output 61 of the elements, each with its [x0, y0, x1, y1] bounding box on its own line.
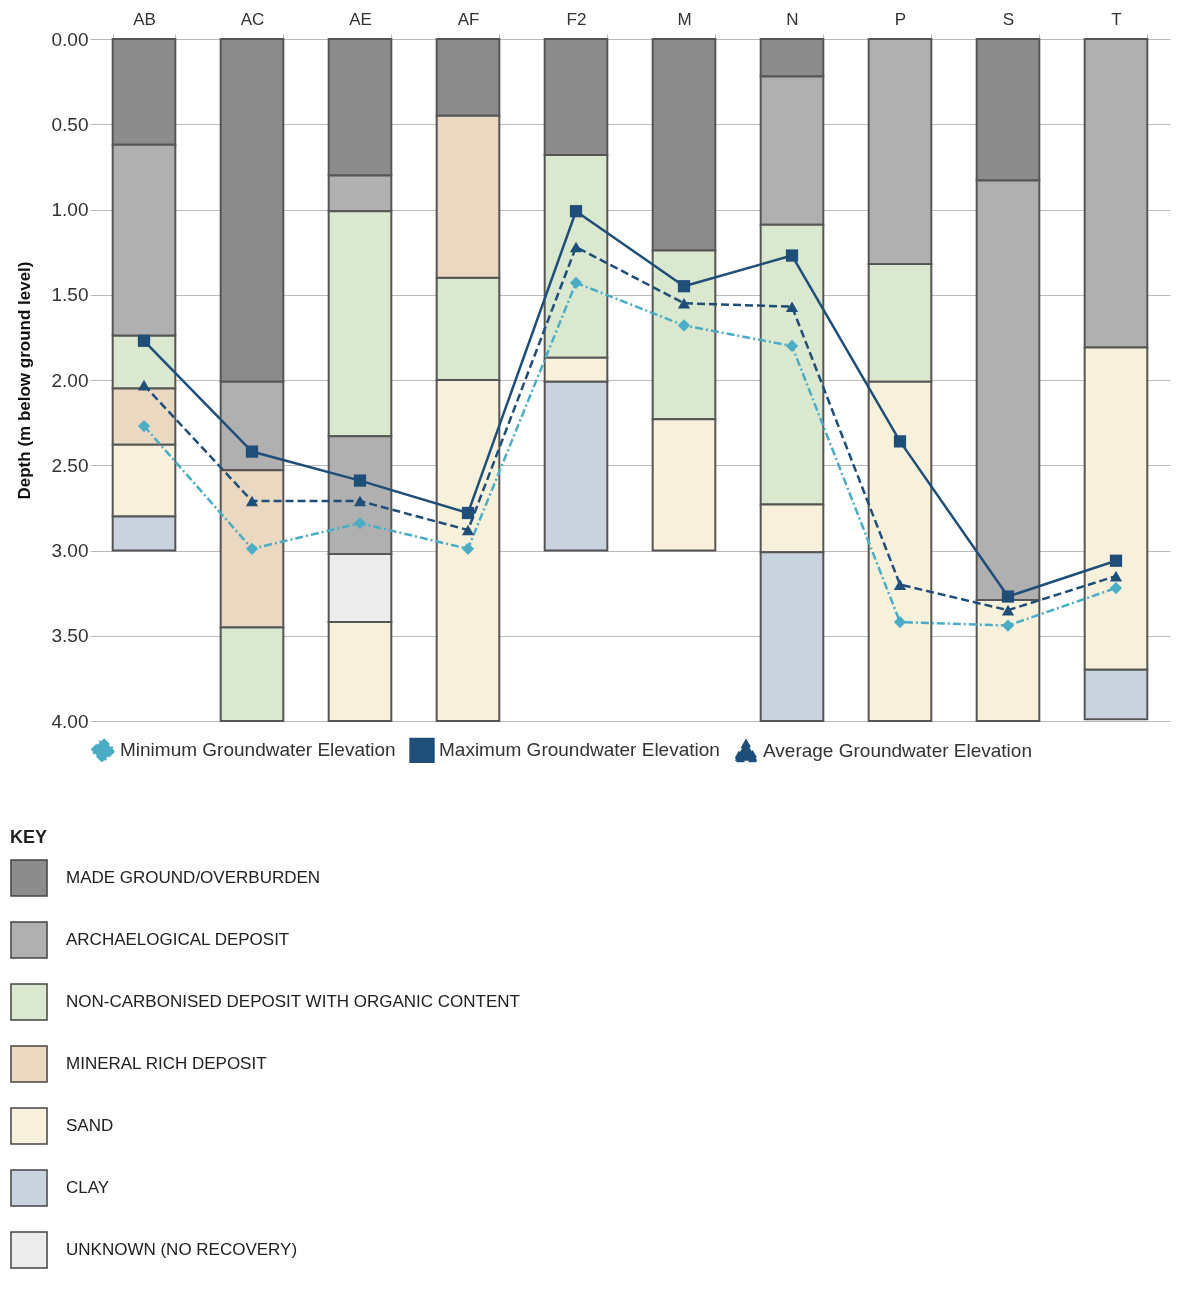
- x-tick-label: N: [786, 9, 799, 29]
- point: [137, 419, 151, 433]
- point: [569, 205, 583, 218]
- point: [677, 319, 691, 332]
- point: [677, 297, 691, 309]
- point: [461, 506, 475, 520]
- legend-label: ARCHAELOGICAL DEPOSIT: [66, 930, 290, 949]
- y-tick-label: 2.50: [51, 454, 89, 476]
- point: [1001, 619, 1015, 632]
- legend-title: KEY: [10, 827, 48, 847]
- x-tick-label: F2: [566, 9, 587, 29]
- x-tick-label: AE: [349, 9, 372, 29]
- y-tick-label: 3.00: [51, 540, 89, 561]
- point: [353, 495, 367, 507]
- point: [677, 280, 691, 293]
- legend-label: MINERAL RICH DEPOSIT: [66, 1054, 267, 1073]
- point: [893, 435, 907, 448]
- point: [245, 542, 259, 555]
- point: [569, 276, 583, 289]
- y-tick-label: 4.00: [51, 710, 89, 732]
- point: [137, 379, 151, 391]
- point: [353, 474, 367, 487]
- y-tick-label: 1.50: [51, 284, 89, 306]
- point: [461, 524, 475, 536]
- x-tick-label: M: [677, 9, 692, 29]
- x-tick-label: P: [894, 9, 907, 29]
- legend-label: NON-CARBONISED DEPOSIT WITH ORGANIC CONTENT: [66, 992, 520, 1011]
- y-axis-title: Depth (m below ground level): [14, 261, 34, 500]
- y-tick-label: 1.00: [51, 199, 89, 220]
- point: [461, 542, 475, 555]
- point: [785, 301, 799, 312]
- point: [785, 339, 799, 353]
- point: [1109, 554, 1123, 567]
- legend-label: SAND: [66, 1116, 114, 1135]
- point: [353, 517, 367, 530]
- x-tick-label: S: [1002, 9, 1015, 29]
- point: [893, 615, 907, 629]
- point: [1001, 604, 1015, 616]
- y-tick-label: 2.00: [51, 369, 89, 391]
- y-tick-label: 0.00: [51, 28, 89, 50]
- x-tick-label: AC: [240, 9, 265, 29]
- legend-label: UNKNOWN (NO RECOVERY): [66, 1240, 298, 1259]
- legend-label: Average Groundwater Elevation: [763, 740, 1032, 762]
- point: [569, 241, 583, 253]
- point: [245, 495, 259, 507]
- y-tick-label: 3.50: [51, 625, 89, 647]
- legend-label: MADE GROUND/OVERBURDEN: [66, 868, 321, 887]
- point: [785, 249, 799, 262]
- x-tick-label: AB: [133, 9, 156, 29]
- point: [1109, 570, 1123, 582]
- x-tick-label: AF: [457, 9, 480, 29]
- legend-label: Minimum Groundwater Elevation: [120, 739, 396, 761]
- point: [1001, 590, 1015, 603]
- y-tick-label: 0.50: [51, 113, 89, 135]
- legend-label: Maximum Groundwater Elevation: [439, 739, 720, 761]
- legend-label: CLAY: [66, 1178, 110, 1197]
- point: [245, 445, 259, 458]
- point: [1109, 581, 1123, 595]
- point: [893, 579, 907, 590]
- point: [137, 334, 151, 347]
- x-tick-label: T: [1111, 9, 1122, 29]
